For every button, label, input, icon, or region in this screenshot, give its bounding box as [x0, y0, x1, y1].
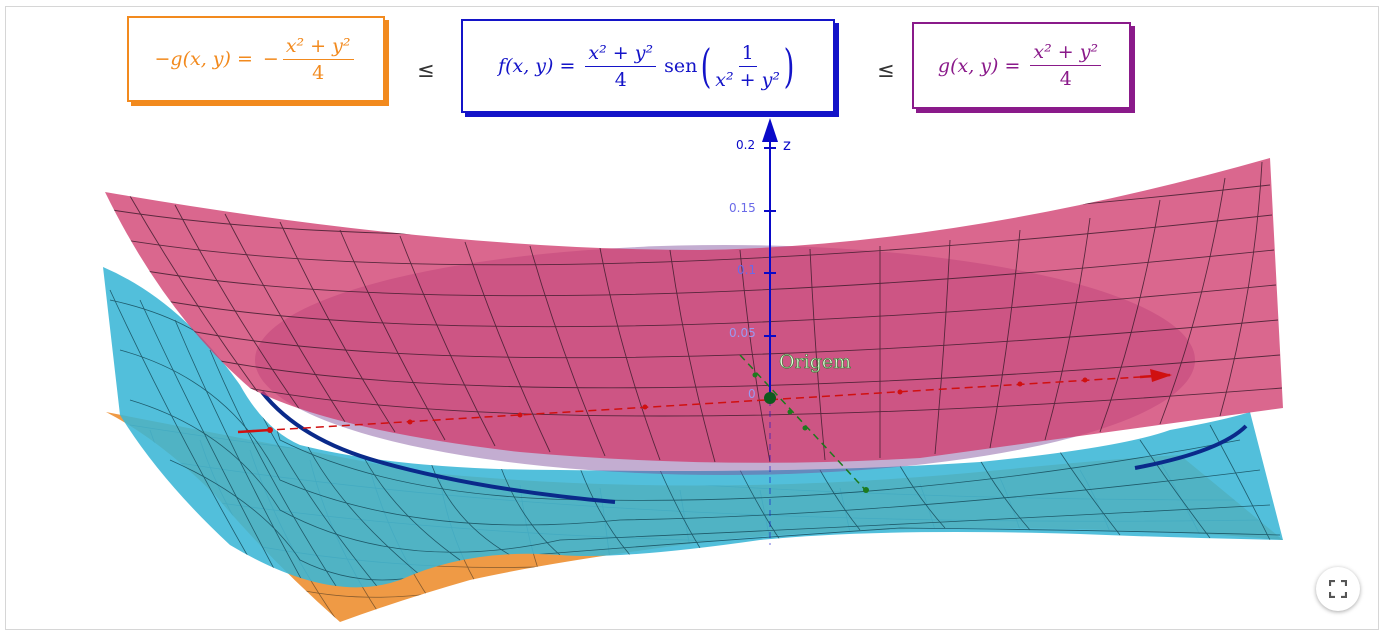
z-tick-label-0.2: 0.2	[736, 138, 756, 152]
upper-bound-fraction: x² + y² 4	[1030, 41, 1102, 90]
x-axis	[237, 369, 1172, 434]
z-axis	[762, 118, 778, 545]
z-tick-label-0.05: 0.05	[729, 326, 756, 340]
lower-bound-lhs: −g(x, y) =	[154, 48, 253, 70]
function-inner-fraction: 1 x² + y²	[715, 42, 780, 91]
function-lhs: f(x, y) =	[498, 55, 576, 77]
upper-bound-numerator: x² + y²	[1030, 41, 1102, 66]
lower-bound-fraction: x² + y² 4	[282, 35, 354, 84]
z-tick-label-0.1: 0.1	[737, 263, 757, 277]
function-sen: sen	[664, 55, 698, 77]
upper-surface	[105, 158, 1283, 463]
zero-curve-front	[1134, 424, 1248, 470]
lower-bound-sign: −	[262, 48, 279, 70]
function-surface	[103, 267, 1283, 588]
upper-bound-denominator: 4	[1059, 68, 1072, 90]
leq-symbol-2: ≤	[877, 58, 895, 82]
z-tick-label-0.15: 0.15	[729, 201, 756, 215]
z-tick-label-0: 0	[748, 387, 756, 401]
lower-bound-formula[interactable]: −g(x, y) = − x² + y² 4	[127, 16, 385, 102]
upper-bound-lhs: g(x, y) =	[937, 54, 1021, 77]
function-surface-fill	[103, 267, 1283, 588]
fullscreen-button[interactable]	[1316, 567, 1360, 611]
y-axis	[739, 354, 871, 496]
function-fraction: x² + y² 4	[585, 42, 657, 91]
zero-curve-back	[260, 390, 616, 504]
fullscreen-icon	[1329, 580, 1347, 598]
origin-point[interactable]	[764, 392, 776, 404]
function-formula[interactable]: f(x, y) = x² + y² 4 sen ( 1 x² + y² )	[461, 19, 835, 113]
function-inner-numerator: 1	[738, 42, 757, 67]
origin-label: Origem	[779, 351, 852, 374]
function-numerator: x² + y²	[585, 42, 657, 67]
function-right-paren: )	[783, 39, 795, 93]
lower-bound-denominator: 4	[312, 61, 325, 84]
lower-bound-numerator: x² + y²	[282, 35, 354, 60]
upper-bound-formula[interactable]: g(x, y) = x² + y² 4	[912, 22, 1131, 109]
function-inner-denominator: x² + y²	[715, 68, 780, 91]
z-axis-label: z	[783, 136, 791, 154]
leq-symbol-1: ≤	[417, 58, 435, 82]
function-denominator: 4	[614, 68, 627, 91]
function-left-paren: (	[700, 39, 712, 93]
upper-surface-fill	[105, 158, 1283, 463]
